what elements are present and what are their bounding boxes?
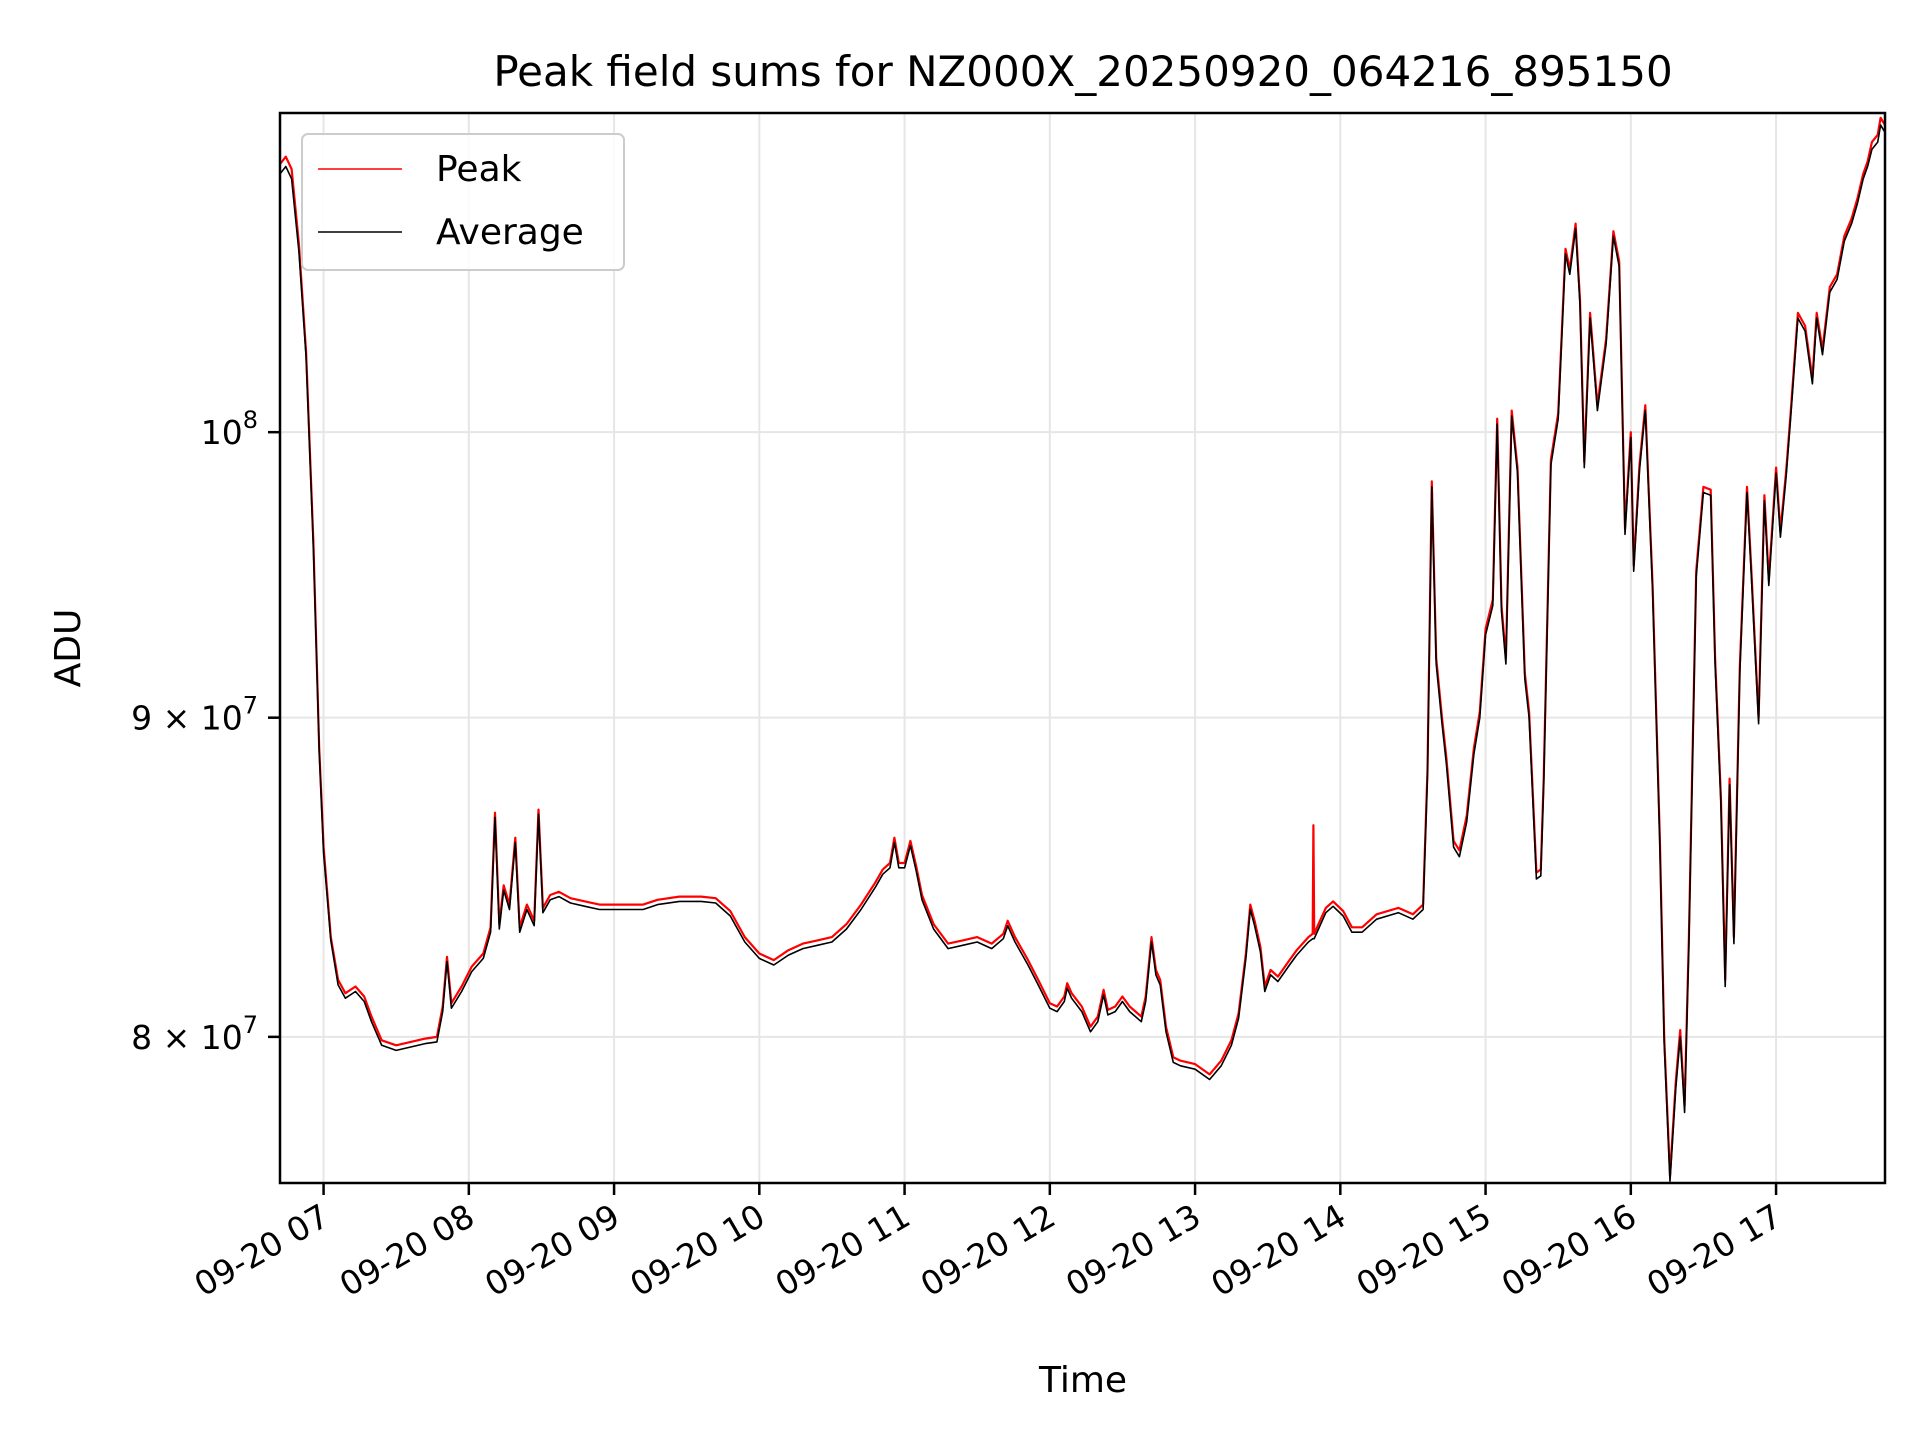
- y-tick-label: 9 × 107: [131, 692, 258, 738]
- y-tick-label-base: 9: [131, 699, 152, 738]
- plot-background: [280, 113, 1885, 1183]
- legend-box: [301, 133, 625, 271]
- legend-label-average: Average: [436, 212, 584, 253]
- y-tick-label: 108: [201, 406, 258, 452]
- y-axis-label: ADU: [48, 609, 89, 688]
- plot-frame: [278, 111, 1887, 1185]
- x-axis-label: Time: [1038, 1360, 1127, 1401]
- y-tick-label-base: 8: [131, 1018, 152, 1057]
- legend: Peak Average: [301, 133, 625, 271]
- series-line-average: [280, 124, 1885, 1182]
- series-lines: [280, 116, 1885, 1182]
- legend-label-peak: Peak: [436, 149, 522, 190]
- y-tick-label-base: 10: [201, 413, 243, 452]
- y-tick-label-exponent: 7: [243, 1011, 258, 1039]
- y-tick-label-exponent: 7: [243, 692, 258, 720]
- y-tick-label-times: × 10: [152, 699, 243, 738]
- grid-lines: [280, 113, 1885, 1183]
- chart-title: Peak field sums for NZ000X_20250920_0642…: [493, 47, 1672, 96]
- y-tick-label-times: × 10: [152, 1018, 243, 1057]
- y-tick-label: 8 × 107: [131, 1011, 258, 1057]
- y-tick-label-exponent: 8: [243, 406, 258, 434]
